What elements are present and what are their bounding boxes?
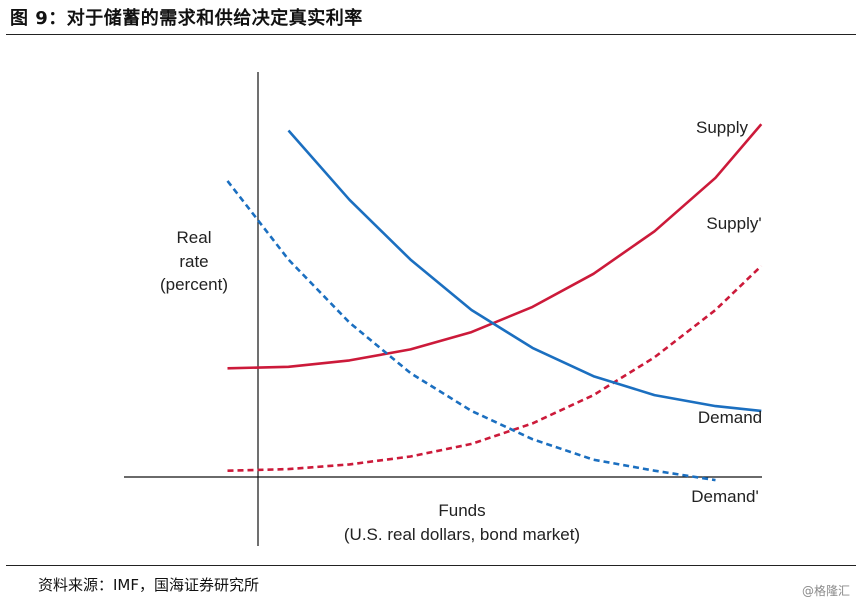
figure-title: 图 9：对于储蓄的需求和供给决定真实利率 (10, 8, 363, 29)
footer-divider (6, 565, 856, 566)
series-layer (226, 123, 763, 482)
series-line-3 (287, 129, 762, 413)
source-note: 资料来源：IMF，国海证券研究所 (38, 576, 259, 594)
series-line-2 (227, 264, 763, 472)
x-axis-label-line-1: Funds (438, 501, 485, 520)
x-axis-label-line-2: (U.S. real dollars, bond market) (344, 525, 580, 544)
series-line-1 (227, 123, 763, 370)
y-axis-label-line-3: (percent) (160, 275, 228, 294)
chart-axes (124, 72, 762, 546)
y-axis-label-line-2: rate (179, 252, 208, 271)
title-divider (6, 34, 856, 35)
supply-demand-chart: Real rate (percent) Funds (U.S. real dol… (124, 72, 763, 546)
watermark: @格隆汇 (801, 584, 850, 598)
series-label-demand: Demand (698, 408, 762, 427)
series-label-supply: Supply (696, 118, 748, 137)
series-label-supply-prime: Supply' (706, 214, 761, 233)
series-line-4 (226, 180, 716, 482)
y-axis-label-line-1: Real (177, 228, 212, 247)
series-label-demand-prime: Demand' (691, 487, 759, 506)
